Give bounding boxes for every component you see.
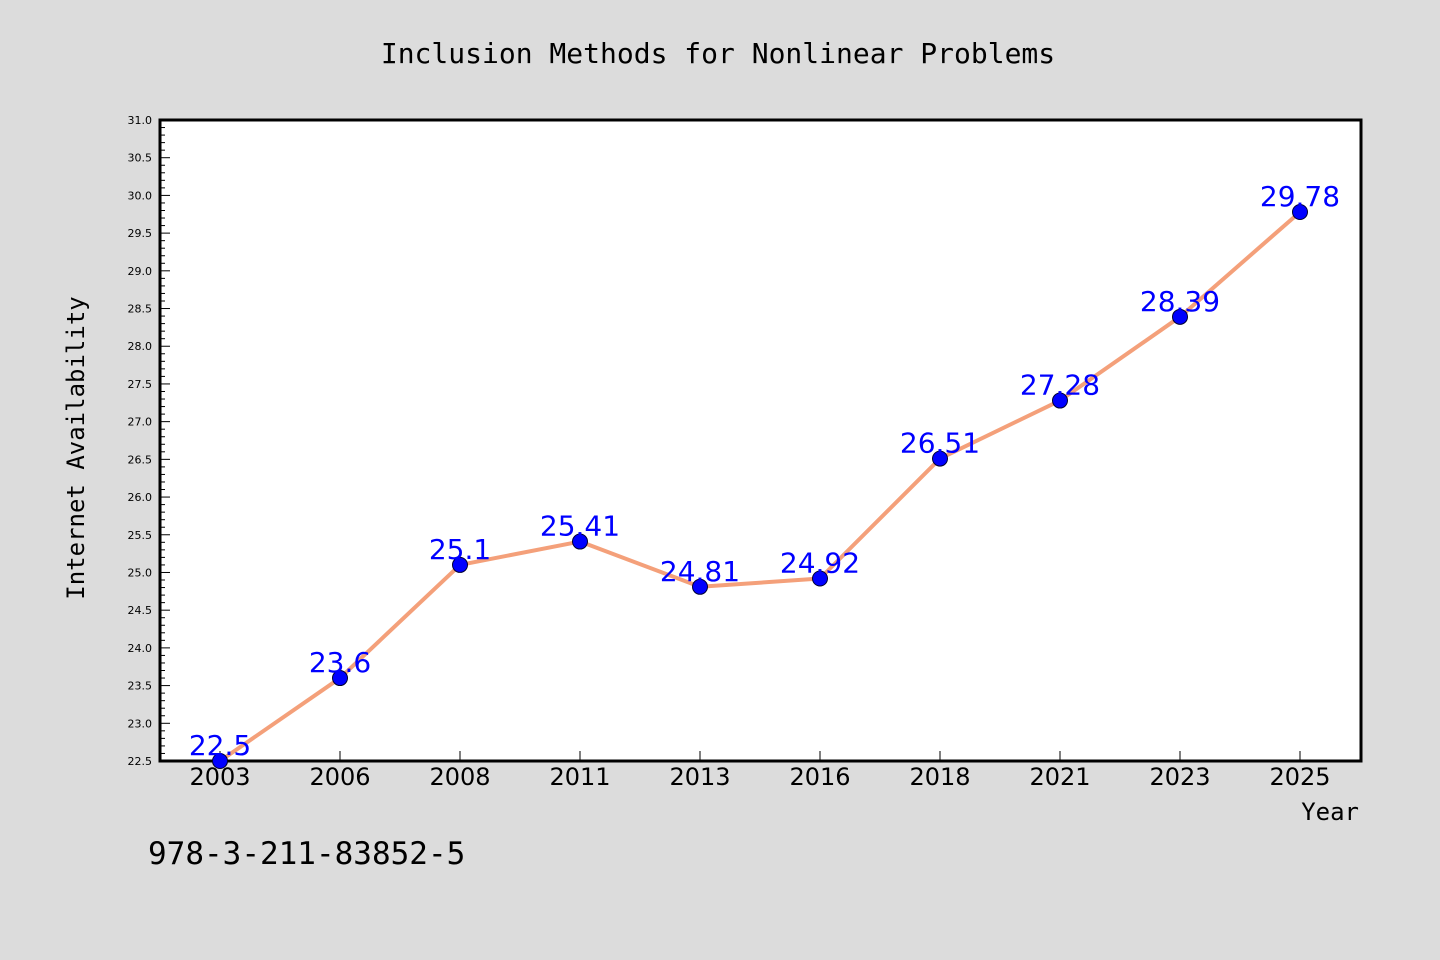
series-line <box>218 210 1302 763</box>
y-tick-label: 30.0 <box>128 189 153 202</box>
data-point <box>692 578 708 595</box>
y-tick-label: 25.5 <box>128 529 153 542</box>
y-tick-label: 27.0 <box>128 416 153 429</box>
y-axis-label: Internet Availability <box>62 296 90 599</box>
footer-isbn: 978-3-211-83852-5 <box>148 836 465 872</box>
data-point <box>1292 204 1308 221</box>
data-point <box>332 670 348 687</box>
data-point <box>1172 308 1188 325</box>
data-point <box>932 450 948 467</box>
y-tick-label: 28.0 <box>128 340 153 353</box>
data-label: 24.81 <box>660 555 740 588</box>
data-point <box>452 556 468 573</box>
x-tick-label: 2023 <box>1149 763 1210 791</box>
data-label: 25.41 <box>540 510 620 543</box>
data-label: 23.6 <box>309 646 371 679</box>
data-point <box>212 753 228 769</box>
y-tick-label: 23.0 <box>128 717 153 730</box>
x-tick-label: 2025 <box>1269 763 1330 791</box>
data-label: 27.28 <box>1020 369 1100 402</box>
x-tick-label: 2006 <box>309 763 370 791</box>
data-label: 24.92 <box>780 547 860 580</box>
series-group: 22.5 23.6 25.1 25.41 24.81 24.92 26.51 27.28 28.… <box>189 180 1340 769</box>
y-tick-label: 30.5 <box>128 152 153 165</box>
y-tick-label: 27.5 <box>128 378 153 391</box>
x-axis-label: Year <box>1301 798 1359 826</box>
x-tick-label: 2016 <box>789 763 850 791</box>
x-tick-label: 2021 <box>1029 763 1090 791</box>
data-point <box>572 533 588 550</box>
plot-area <box>158 118 1363 763</box>
x-tick-label: 2011 <box>549 763 610 791</box>
y-tick-label: 28.5 <box>128 303 153 316</box>
y-tick-label: 24.5 <box>128 604 153 617</box>
y-tick-label: 23.5 <box>128 680 153 693</box>
data-point <box>1052 392 1068 409</box>
data-label: 25.1 <box>429 533 491 566</box>
data-label: 29.78 <box>1260 180 1340 213</box>
y-tick-label: 25.0 <box>128 566 153 579</box>
y-tick-label: 31.0 <box>128 114 153 127</box>
data-point <box>812 570 828 587</box>
x-axis: 2003 2006 2008 2011 2013 2016 2018 2021 2023 2025 <box>189 751 1331 791</box>
y-tick-label: 26.0 <box>128 491 153 504</box>
y-tick-label: 29.5 <box>128 227 153 240</box>
y-tick-label: 29.0 <box>128 265 153 278</box>
data-label: 22.5 <box>189 729 251 762</box>
x-tick-label: 2013 <box>669 763 730 791</box>
data-label: 26.51 <box>900 427 980 460</box>
y-tick-label: 22.5 <box>128 755 153 768</box>
x-tick-label: 2008 <box>429 763 490 791</box>
y-tick-label: 26.5 <box>128 453 153 466</box>
y-axis: 22.5 23.0 23.5 24.0 24.5 25.0 25.5 26.0 26.5 27.0… <box>128 114 170 768</box>
y-tick-label: 24.0 <box>128 642 153 655</box>
data-label: 28.39 <box>1140 285 1220 318</box>
x-tick-label: 2018 <box>909 763 970 791</box>
chart-title: Inclusion Methods for Nonlinear Problems <box>381 37 1055 70</box>
